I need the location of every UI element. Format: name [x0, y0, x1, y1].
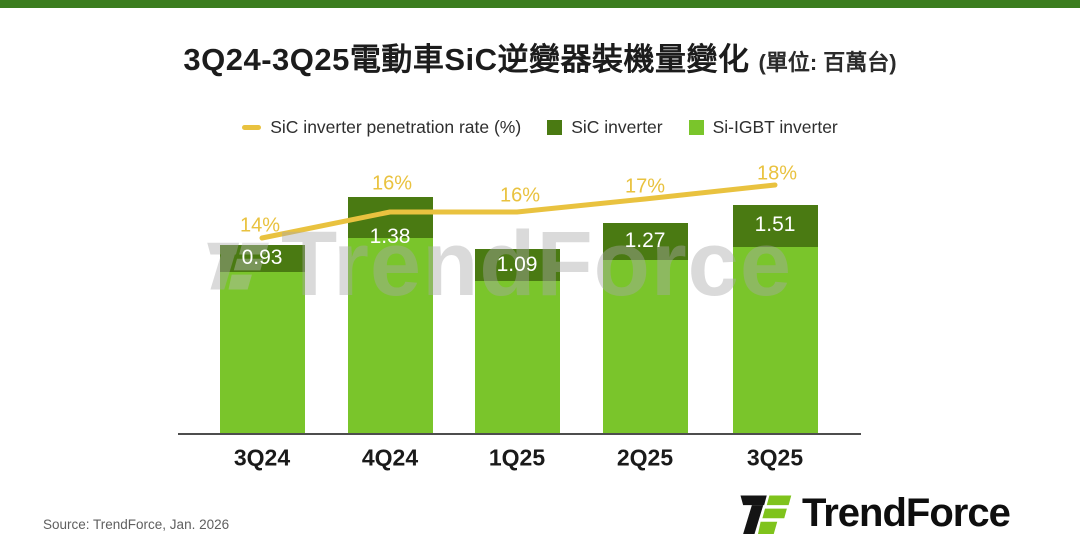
legend-label: SiC inverter penetration rate (%) — [270, 117, 522, 137]
bar-value-label-2Q25: 1.27 — [624, 229, 666, 252]
legend-item-penetration-rate: SiC inverter penetration rate (%) — [242, 117, 521, 138]
bar-value-label-1Q25: 1.09 — [496, 253, 538, 276]
top-accent-strip — [0, 0, 1080, 8]
square-marker-icon — [688, 120, 704, 135]
stacked-bar-3Q25 — [732, 205, 818, 433]
sic-segment-1Q25 — [474, 249, 560, 281]
penetration-label-1Q25: 16% — [499, 184, 541, 207]
legend-item-si-igbt-inverter: Si-IGBT inverter — [688, 117, 838, 138]
stacked-bar-3Q24 — [219, 245, 305, 433]
penetration-label-3Q25: 18% — [756, 162, 798, 185]
x-tick-label-4Q24: 4Q24 — [361, 444, 419, 471]
square-marker-icon — [547, 120, 563, 135]
penetration-label-2Q25: 17% — [624, 175, 666, 198]
page-title-unit: (單位: 百萬台) — [758, 50, 897, 75]
penetration-label-3Q24: 14% — [239, 214, 281, 237]
stacked-bar-2Q25 — [602, 223, 688, 433]
title-row: 3Q24-3Q25電動車SiC逆變器裝機量變化 (單位: 百萬台) — [0, 34, 1080, 79]
trendforce-logo-text: TrendForce — [802, 491, 1011, 535]
legend-item-sic-inverter: SiC inverter — [547, 117, 663, 138]
x-tick-label-2Q25: 2Q25 — [616, 444, 674, 471]
chart-legend: SiC inverter penetration rate (%) SiC in… — [0, 117, 1080, 138]
bar-value-label-3Q25: 1.51 — [754, 213, 796, 236]
bar-value-label-3Q24: 0.93 — [241, 246, 283, 269]
x-tick-label-3Q24: 3Q24 — [233, 444, 291, 471]
legend-label: SiC inverter — [571, 117, 663, 137]
sic-segment-3Q24 — [219, 245, 305, 272]
bar-value-label-4Q24: 1.38 — [369, 225, 411, 248]
x-tick-label-3Q25: 3Q25 — [746, 444, 804, 471]
penetration-label-4Q24: 16% — [371, 172, 413, 195]
trendforce-logo-icon — [740, 495, 792, 534]
source-note: Source: TrendForce, Jan. 2026 — [43, 517, 230, 532]
x-tick-label-1Q25: 1Q25 — [488, 444, 546, 471]
stacked-bar-1Q25 — [474, 249, 560, 433]
legend-label: Si-IGBT inverter — [712, 117, 838, 137]
page-title: 3Q24-3Q25電動車SiC逆變器裝機量變化 — [183, 42, 750, 77]
line-marker-icon — [242, 125, 262, 130]
trendforce-logo: TrendForce — [737, 487, 1011, 539]
x-axis-line — [178, 433, 861, 435]
